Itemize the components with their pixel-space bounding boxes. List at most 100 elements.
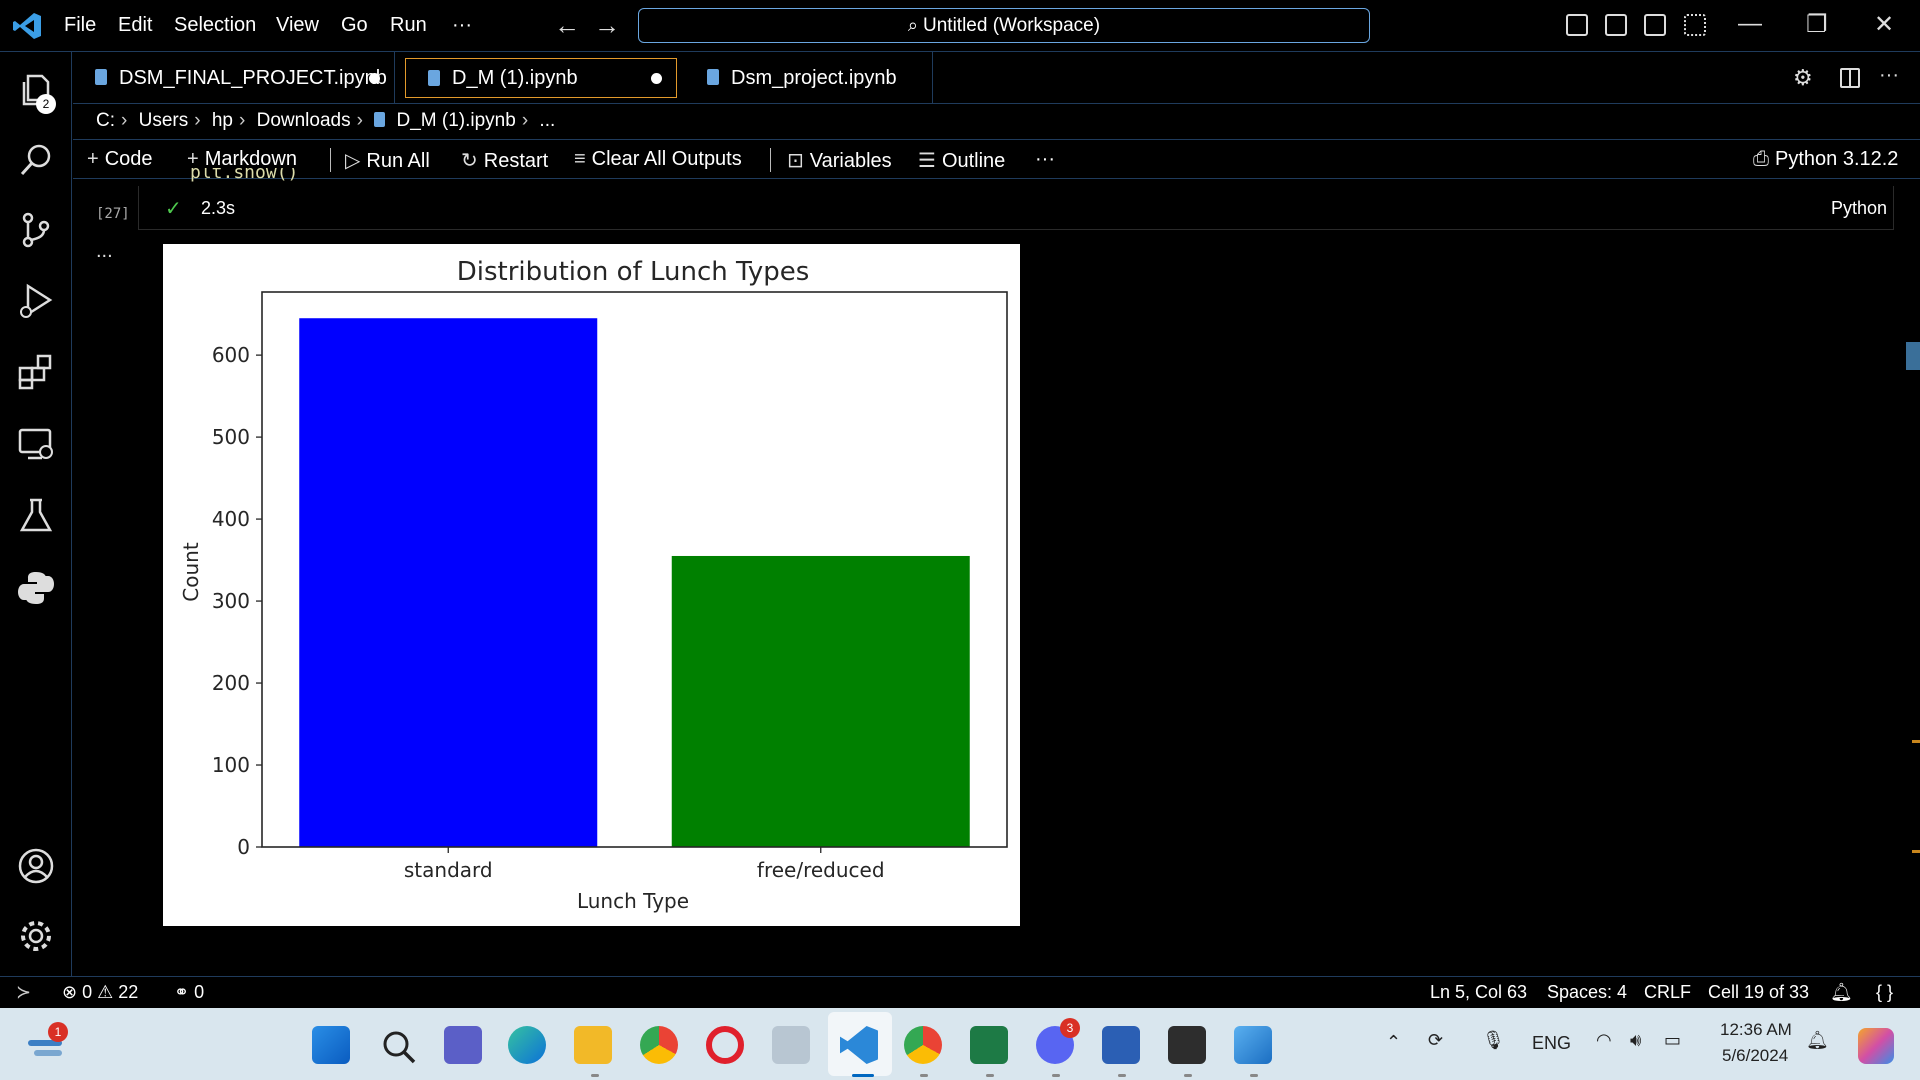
copilot-braces-icon[interactable]: { } (1876, 982, 1894, 1002)
search-icon[interactable] (16, 140, 56, 180)
add-markdown-cell-button[interactable]: + Markdown (187, 148, 297, 171)
chart-output: Distribution of Lunch Types Count Lunch … (163, 244, 1020, 926)
code-line-peek[interactable]: plt.show() (190, 168, 299, 182)
tab-dsm-final-project[interactable]: DSM_FINAL_PROJECT.ipynb (73, 52, 395, 104)
breadcrumb-downloads[interactable]: Downloads (256, 110, 351, 131)
accounts-icon[interactable] (16, 846, 56, 886)
chrome-icon[interactable] (640, 1026, 678, 1064)
menu-file[interactable]: File (64, 14, 97, 36)
extensions-icon[interactable] (16, 352, 56, 392)
tab-dsm-project[interactable]: Dsm_project.ipynb (685, 52, 933, 104)
menu-run[interactable]: Run (390, 14, 427, 36)
clear-all-outputs-label: Clear All Outputs (591, 148, 742, 170)
source-control-icon[interactable] (16, 210, 56, 250)
line-endings[interactable]: CRLF (1644, 982, 1692, 1002)
forward-arrow-icon[interactable]: → (594, 10, 620, 40)
variables-button[interactable]: ⊡ Variables (787, 148, 892, 173)
close-icon[interactable]: ✕ (1874, 11, 1895, 38)
volume-icon[interactable]: 🔊︎ (1630, 1030, 1642, 1050)
toolbar-more-button[interactable]: ··· (1035, 148, 1055, 170)
cell-language[interactable]: Python (1830, 198, 1887, 218)
clock-date[interactable]: 5/6/2024 (1722, 1046, 1789, 1065)
microphone-icon[interactable]: 🎙︎ (1482, 1030, 1505, 1050)
notifications-bell-icon[interactable]: 🔔︎ (1806, 1030, 1829, 1050)
unsaved-dot-icon[interactable] (369, 73, 380, 84)
notebook-file-icon (95, 69, 107, 85)
kernel-picker[interactable]: ⎙ Python 3.12.2 (1753, 148, 1898, 171)
editor-more-actions-icon[interactable]: ··· (1879, 64, 1899, 86)
start-windows-icon[interactable] (312, 1026, 350, 1064)
explorer-icon[interactable]: 2 (16, 70, 56, 114)
split-editor-icon[interactable] (1840, 68, 1860, 88)
broadcast-icon: ⚭ (174, 982, 190, 1002)
toolbar-divider (770, 148, 771, 172)
chart-title: Distribution of Lunch Types (457, 257, 810, 287)
performance-monitor-icon[interactable] (772, 1026, 810, 1064)
menu-more[interactable]: ··· (452, 14, 472, 36)
breadcrumb-users[interactable]: Users (138, 110, 189, 131)
restore-icon[interactable]: ❐ (1806, 11, 1828, 38)
add-code-cell-button[interactable]: + Code (87, 148, 153, 171)
command-center-search[interactable]: ⌕ Untitled (Workspace) (638, 8, 1370, 43)
clear-all-outputs-button[interactable]: ≡ Clear All Outputs (574, 148, 742, 171)
customize-layout-icon[interactable] (1684, 14, 1706, 36)
scrollbar-marker (1912, 740, 1920, 743)
file-explorer-icon[interactable] (574, 1026, 612, 1064)
menu-selection[interactable]: Selection (174, 14, 257, 36)
breadcrumb-drive[interactable]: C: (96, 110, 115, 131)
show-hidden-icons-chevron-up-icon[interactable]: ⌃ (1386, 1032, 1402, 1052)
search-taskbar-icon[interactable] (380, 1028, 418, 1066)
tab-d-m-1[interactable]: D_M (1).ipynb (405, 58, 677, 98)
outline-button[interactable]: ☰ Outline (918, 148, 1005, 173)
opera-icon[interactable] (706, 1026, 744, 1064)
back-arrow-icon[interactable]: ← (554, 10, 580, 40)
teams-icon[interactable] (444, 1026, 482, 1064)
bell-icon[interactable]: 🔔︎ (1830, 982, 1853, 1002)
restart-button[interactable]: ↻ Restart (461, 148, 548, 173)
menu-go[interactable]: Go (341, 14, 368, 36)
unsaved-dot-icon[interactable] (651, 73, 662, 84)
minimize-icon[interactable]: — (1738, 10, 1762, 37)
widgets-icon[interactable]: 1 (28, 1022, 68, 1064)
copilot-icon[interactable] (1858, 1028, 1894, 1064)
clock-time[interactable]: 12:36 AM (1720, 1020, 1792, 1039)
discord-icon[interactable]: 3 (1036, 1018, 1080, 1064)
scrollbar-thumb[interactable] (1906, 342, 1920, 370)
problems-indicator[interactable]: ⊗ 0 ⚠ 22 (62, 982, 138, 1003)
run-debug-icon[interactable] (16, 280, 56, 320)
excel-icon[interactable] (970, 1026, 1008, 1064)
toggle-secondary-sidebar-icon[interactable] (1644, 14, 1666, 36)
manage-gear-icon[interactable] (16, 916, 56, 956)
notebook-settings-gear-icon[interactable]: ⚙ (1793, 65, 1813, 90)
bar-free-reduced (671, 555, 970, 847)
wifi-icon[interactable]: ◠ (1596, 1030, 1612, 1050)
ports-indicator[interactable]: ⚭ 0 (174, 982, 204, 1003)
python-icon[interactable] (16, 568, 56, 608)
toggle-primary-sidebar-icon[interactable] (1566, 14, 1588, 36)
testing-flask-icon[interactable] (16, 496, 56, 536)
menu-edit[interactable]: Edit (118, 14, 153, 36)
toggle-panel-icon[interactable] (1605, 14, 1627, 36)
sync-icon[interactable]: ⟳ (1428, 1030, 1444, 1050)
breadcrumb-symbols[interactable]: ... (539, 110, 556, 131)
output-more-actions-icon[interactable]: ... (96, 240, 113, 262)
variables-icon: ⊡ (787, 150, 804, 172)
input-language[interactable]: ENG (1532, 1033, 1572, 1053)
edge-icon[interactable] (508, 1026, 546, 1064)
terminal-icon[interactable] (1168, 1026, 1206, 1064)
menu-view[interactable]: View (276, 14, 319, 36)
remote-explorer-icon[interactable] (16, 424, 56, 464)
running-indicator (1184, 1074, 1192, 1077)
plus-icon: + (187, 148, 199, 170)
indentation[interactable]: Spaces: 4 (1547, 982, 1628, 1002)
photos-icon[interactable] (1234, 1026, 1272, 1064)
word-icon[interactable] (1102, 1026, 1140, 1064)
breadcrumb-file[interactable]: D_M (1).ipynb (396, 110, 516, 131)
breadcrumb-hp[interactable]: hp (211, 110, 233, 131)
remote-indicator-icon[interactable]: ≻ (16, 982, 32, 1002)
chrome-icon[interactable] (904, 1026, 942, 1064)
battery-icon[interactable]: ▭ (1664, 1030, 1682, 1050)
cell-indicator[interactable]: Cell 19 of 33 (1708, 982, 1810, 1002)
run-all-button[interactable]: ▷ Run All (345, 148, 430, 173)
cursor-position[interactable]: Ln 5, Col 63 (1430, 982, 1528, 1002)
